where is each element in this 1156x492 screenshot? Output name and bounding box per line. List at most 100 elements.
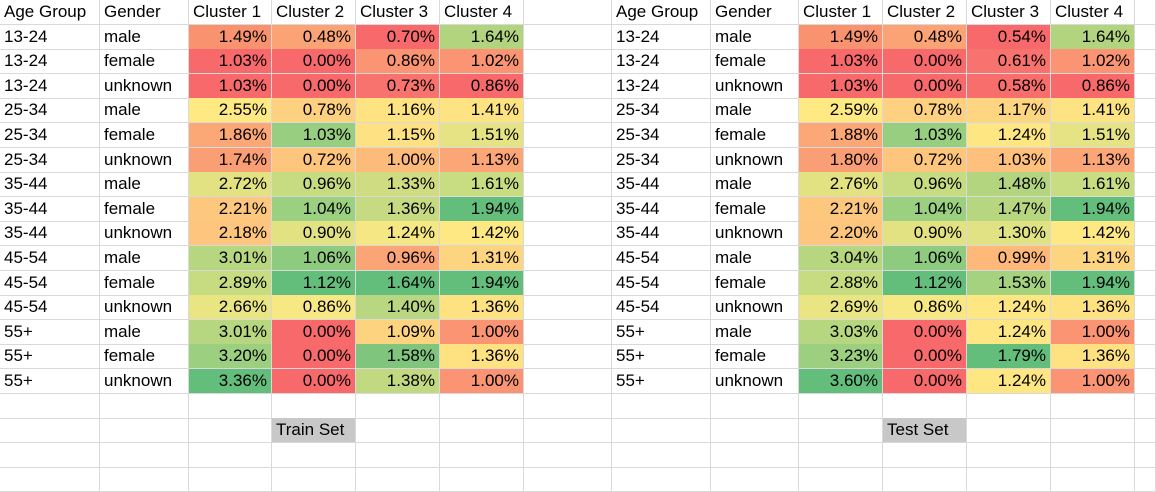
empty-cell[interactable] xyxy=(189,467,272,492)
empty-cell[interactable] xyxy=(524,393,612,419)
test-cluster-4-cell[interactable]: 1.31% xyxy=(1051,246,1135,271)
empty-cell[interactable] xyxy=(356,442,440,468)
test-cluster-4-cell[interactable]: 1.36% xyxy=(1051,344,1135,370)
empty-cell[interactable] xyxy=(1051,418,1135,444)
empty-cell[interactable] xyxy=(272,467,356,492)
train-cluster-1-cell[interactable]: 2.66% xyxy=(189,295,272,321)
train-gender-cell[interactable]: unknown xyxy=(100,147,189,173)
empty-cell[interactable] xyxy=(711,418,799,444)
empty-cell[interactable] xyxy=(1051,442,1135,468)
test-cluster-1-cell[interactable]: 1.03% xyxy=(799,73,883,99)
train-cluster-2-cell[interactable]: 0.72% xyxy=(272,147,356,173)
train-cluster-2-cell[interactable]: 0.86% xyxy=(272,295,356,321)
test-age-group-cell[interactable]: 13-24 xyxy=(612,24,711,50)
train-age-group-cell[interactable]: 25-34 xyxy=(0,147,100,173)
test-gender-cell[interactable]: male xyxy=(711,319,799,345)
test-age-group-cell[interactable]: 55+ xyxy=(612,369,711,394)
empty-cell[interactable] xyxy=(524,319,612,345)
test-cluster-2-cell[interactable]: 0.00% xyxy=(883,73,967,99)
train-cluster-1-cell[interactable]: 3.01% xyxy=(189,319,272,345)
train-header-age-group[interactable]: Age Group xyxy=(0,0,100,25)
test-cluster-3-cell[interactable]: 1.24% xyxy=(967,369,1051,394)
test-cluster-4-cell[interactable]: 1.64% xyxy=(1051,24,1135,50)
empty-cell[interactable] xyxy=(1135,221,1156,247)
empty-cell[interactable] xyxy=(0,442,100,468)
test-age-group-cell[interactable]: 45-54 xyxy=(612,246,711,271)
test-gender-cell[interactable]: unknown xyxy=(711,147,799,173)
test-header-cluster-4[interactable]: Cluster 4 xyxy=(1051,0,1135,25)
test-cluster-4-cell[interactable]: 0.86% xyxy=(1051,73,1135,99)
empty-cell[interactable] xyxy=(524,270,612,296)
empty-cell[interactable] xyxy=(100,418,189,444)
train-age-group-cell[interactable]: 13-24 xyxy=(0,49,100,75)
train-cluster-2-cell[interactable]: 1.04% xyxy=(272,196,356,222)
test-gender-cell[interactable]: male xyxy=(711,246,799,271)
test-cluster-2-cell[interactable]: 0.78% xyxy=(883,98,967,124)
test-age-group-cell[interactable]: 35-44 xyxy=(612,221,711,247)
train-cluster-2-cell[interactable]: 0.00% xyxy=(272,344,356,370)
empty-cell[interactable] xyxy=(189,393,272,419)
train-age-group-cell[interactable]: 13-24 xyxy=(0,73,100,99)
train-cluster-1-cell[interactable]: 1.03% xyxy=(189,49,272,75)
train-cluster-2-cell[interactable]: 0.00% xyxy=(272,73,356,99)
empty-cell[interactable] xyxy=(1135,98,1156,124)
train-cluster-2-cell[interactable]: 0.96% xyxy=(272,172,356,198)
test-header-cluster-1[interactable]: Cluster 1 xyxy=(799,0,883,25)
train-cluster-1-cell[interactable]: 1.03% xyxy=(189,73,272,99)
empty-cell[interactable] xyxy=(1135,49,1156,75)
empty-cell[interactable] xyxy=(0,418,100,444)
test-header-age-group[interactable]: Age Group xyxy=(612,0,711,25)
empty-cell[interactable] xyxy=(967,418,1051,444)
test-cluster-2-cell[interactable]: 0.00% xyxy=(883,369,967,394)
test-gender-cell[interactable]: male xyxy=(711,98,799,124)
empty-cell[interactable] xyxy=(883,393,967,419)
train-cluster-3-cell[interactable]: 1.00% xyxy=(356,147,440,173)
train-cluster-3-cell[interactable]: 0.86% xyxy=(356,49,440,75)
train-gender-cell[interactable]: male xyxy=(100,246,189,271)
test-header-gender[interactable]: Gender xyxy=(711,0,799,25)
test-cluster-4-cell[interactable]: 1.51% xyxy=(1051,123,1135,148)
empty-cell[interactable] xyxy=(100,442,189,468)
train-cluster-3-cell[interactable]: 0.96% xyxy=(356,246,440,271)
train-cluster-3-cell[interactable]: 1.40% xyxy=(356,295,440,321)
test-cluster-3-cell[interactable]: 1.17% xyxy=(967,98,1051,124)
train-gender-cell[interactable]: unknown xyxy=(100,73,189,99)
train-cluster-2-cell[interactable]: 0.78% xyxy=(272,98,356,124)
test-cluster-4-cell[interactable]: 1.00% xyxy=(1051,369,1135,394)
test-age-group-cell[interactable]: 25-34 xyxy=(612,123,711,148)
train-cluster-4-cell[interactable]: 1.13% xyxy=(440,147,524,173)
empty-cell[interactable] xyxy=(883,442,967,468)
train-cluster-2-cell[interactable]: 0.90% xyxy=(272,221,356,247)
empty-cell[interactable] xyxy=(524,442,612,468)
test-cluster-2-cell[interactable]: 0.86% xyxy=(883,295,967,321)
empty-cell[interactable] xyxy=(356,418,440,444)
test-cluster-1-cell[interactable]: 3.03% xyxy=(799,319,883,345)
test-gender-cell[interactable]: unknown xyxy=(711,369,799,394)
train-gender-cell[interactable]: unknown xyxy=(100,295,189,321)
train-cluster-2-cell[interactable]: 1.06% xyxy=(272,246,356,271)
train-cluster-4-cell[interactable]: 1.31% xyxy=(440,246,524,271)
test-cluster-1-cell[interactable]: 2.76% xyxy=(799,172,883,198)
test-cluster-3-cell[interactable]: 1.24% xyxy=(967,123,1051,148)
test-cluster-2-cell[interactable]: 0.00% xyxy=(883,319,967,345)
test-cluster-2-cell[interactable]: 1.12% xyxy=(883,270,967,296)
train-cluster-4-cell[interactable]: 1.02% xyxy=(440,49,524,75)
test-cluster-3-cell[interactable]: 1.03% xyxy=(967,147,1051,173)
empty-cell[interactable] xyxy=(356,393,440,419)
train-cluster-3-cell[interactable]: 1.33% xyxy=(356,172,440,198)
empty-cell[interactable] xyxy=(799,418,883,444)
train-cluster-1-cell[interactable]: 2.21% xyxy=(189,196,272,222)
train-gender-cell[interactable]: female xyxy=(100,196,189,222)
empty-cell[interactable] xyxy=(1135,295,1156,321)
train-gender-cell[interactable]: male xyxy=(100,24,189,50)
empty-cell[interactable] xyxy=(100,393,189,419)
empty-cell[interactable] xyxy=(356,467,440,492)
test-cluster-3-cell[interactable]: 0.99% xyxy=(967,246,1051,271)
test-cluster-3-cell[interactable]: 1.30% xyxy=(967,221,1051,247)
empty-cell[interactable] xyxy=(524,172,612,198)
empty-cell[interactable] xyxy=(967,442,1051,468)
empty-cell[interactable] xyxy=(524,98,612,124)
test-cluster-4-cell[interactable]: 1.02% xyxy=(1051,49,1135,75)
empty-cell[interactable] xyxy=(524,246,612,271)
empty-cell[interactable] xyxy=(1135,172,1156,198)
